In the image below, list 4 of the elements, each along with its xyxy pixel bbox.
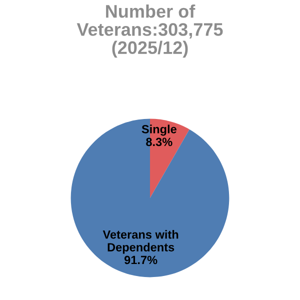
chart-title: Number of Veterans:303,775 (2025/12) [76, 4, 223, 58]
slice-label: Veterans with Dependents [102, 230, 178, 254]
pie-slice [70, 118, 230, 278]
data-label: 91.7% [124, 256, 158, 264]
